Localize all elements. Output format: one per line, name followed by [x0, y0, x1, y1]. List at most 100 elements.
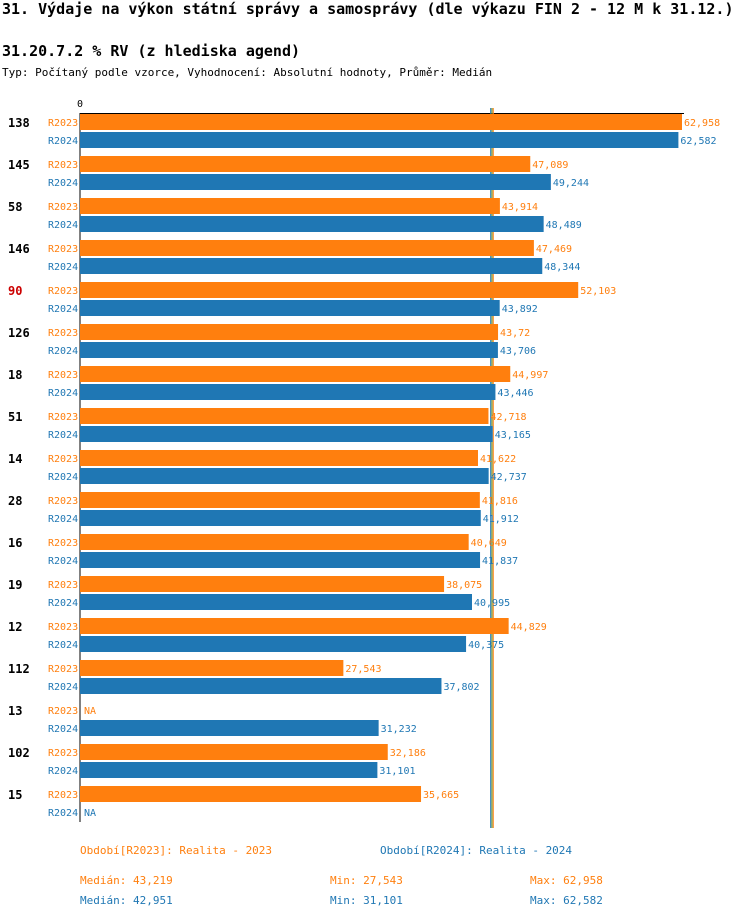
- bar-r2023: [80, 744, 388, 760]
- series-label-r2023: R2023: [48, 622, 78, 633]
- bar-r2024: [80, 594, 472, 610]
- data-label-r2023: 38,075: [446, 580, 482, 591]
- data-label-r2023: 35,665: [423, 790, 459, 801]
- series-label-r2024: R2024: [48, 304, 78, 315]
- bar-r2023: [80, 198, 500, 214]
- bar-r2024: [80, 510, 481, 526]
- x-axis-zero-label: 0: [77, 99, 83, 110]
- series-label-r2024: R2024: [48, 682, 78, 693]
- series-label-r2024: R2024: [48, 136, 78, 147]
- data-label-r2023: 62,958: [684, 118, 720, 129]
- series-label-r2023: R2023: [48, 706, 78, 717]
- bar-r2024: [80, 216, 544, 232]
- category-label: 102: [8, 746, 30, 760]
- category-label: 90: [8, 284, 22, 298]
- bar-r2023: [80, 534, 469, 550]
- category-label: 28: [8, 494, 22, 508]
- stat-median-r2023: Medián: 43,219: [80, 874, 173, 887]
- data-label-r2024: NA: [84, 808, 96, 819]
- data-label-r2023: 43,72: [500, 328, 530, 339]
- category-label: 14: [8, 452, 22, 466]
- data-label-r2024: 43,892: [502, 304, 538, 315]
- category-label: 138: [8, 116, 30, 130]
- category-label: 13: [8, 704, 22, 718]
- bar-r2023: [80, 240, 534, 256]
- series-label-r2024: R2024: [48, 346, 78, 357]
- bar-r2024: [80, 300, 500, 316]
- category-label: 12: [8, 620, 22, 634]
- bar-r2023: [80, 618, 509, 634]
- data-label-r2024: 49,244: [553, 178, 589, 189]
- series-label-r2023: R2023: [48, 244, 78, 255]
- series-label-r2023: R2023: [48, 412, 78, 423]
- bar-r2024: [80, 426, 493, 442]
- series-label-r2023: R2023: [48, 202, 78, 213]
- bar-r2023: [80, 576, 445, 592]
- series-label-r2023: R2023: [48, 160, 78, 171]
- series-label-r2024: R2024: [48, 220, 78, 231]
- series-label-r2023: R2023: [48, 286, 78, 297]
- series-label-r2024: R2024: [48, 178, 78, 189]
- bar-r2024: [80, 720, 379, 736]
- data-label-r2023: 40,649: [471, 538, 507, 549]
- bar-r2023: [80, 492, 480, 508]
- series-label-r2023: R2023: [48, 790, 78, 801]
- data-label-r2023: 43,914: [502, 202, 538, 213]
- category-label: 15: [8, 788, 22, 802]
- data-label-r2024: 48,489: [546, 220, 582, 231]
- chart-title: 31. Výdaje na výkon státní správy a samo…: [2, 0, 734, 18]
- data-label-r2023: NA: [84, 706, 96, 717]
- bar-r2023: [80, 408, 489, 424]
- series-label-r2024: R2024: [48, 430, 78, 441]
- series-label-r2024: R2024: [48, 514, 78, 525]
- bar-r2023: [80, 786, 422, 802]
- bar-r2024: [80, 342, 498, 358]
- data-label-r2023: 44,997: [512, 370, 548, 381]
- data-label-r2023: 47,469: [536, 244, 572, 255]
- legend-r2023: Období[R2023]: Realita - 2023: [80, 844, 273, 857]
- series-label-r2024: R2024: [48, 556, 78, 567]
- series-label-r2023: R2023: [48, 748, 78, 759]
- data-label-r2024: 31,232: [381, 724, 417, 735]
- series-label-r2023: R2023: [48, 328, 78, 339]
- data-label-r2024: 40,375: [468, 640, 504, 651]
- series-label-r2024: R2024: [48, 640, 78, 651]
- category-label: 51: [8, 410, 22, 424]
- bar-r2023: [80, 114, 682, 130]
- data-label-r2024: 41,837: [482, 556, 518, 567]
- data-label-r2024: 43,165: [495, 430, 531, 441]
- data-label-r2024: 62,582: [680, 136, 716, 147]
- legend-r2024: Období[R2024]: Realita - 2024: [380, 844, 573, 857]
- bar-r2024: [80, 258, 543, 274]
- series-label-r2023: R2023: [48, 118, 78, 129]
- data-label-r2024: 43,446: [497, 388, 533, 399]
- bar-r2023: [80, 450, 478, 466]
- data-label-r2023: 32,186: [390, 748, 426, 759]
- bar-r2024: [80, 678, 442, 694]
- stat-max-r2024: Max: 62,582: [530, 894, 603, 907]
- stat-median-r2024: Medián: 42,951: [80, 894, 173, 907]
- bar-r2023: [80, 366, 511, 382]
- category-label: 58: [8, 200, 22, 214]
- series-label-r2023: R2023: [48, 496, 78, 507]
- category-label: 112: [8, 662, 30, 676]
- category-label: 16: [8, 536, 22, 550]
- category-label: 19: [8, 578, 22, 592]
- data-label-r2023: 42,718: [490, 412, 526, 423]
- category-label: 146: [8, 242, 30, 256]
- data-label-r2023: 47,089: [532, 160, 568, 171]
- bar-chart: 0 138 R2023 62,958 R2024 62,582 145 R2023 47,089…: [8, 99, 720, 828]
- bar-r2024: [80, 468, 489, 484]
- category-label: 126: [8, 326, 30, 340]
- chart-subtitle: 31.20.7.2 % RV (z hlediska agend): [2, 42, 301, 60]
- bar-r2024: [80, 132, 679, 148]
- data-label-r2023: 41,622: [480, 454, 516, 465]
- data-label-r2024: 43,706: [500, 346, 536, 357]
- data-label-r2023: 52,103: [580, 286, 616, 297]
- category-label: 18: [8, 368, 22, 382]
- series-label-r2023: R2023: [48, 664, 78, 675]
- series-label-r2023: R2023: [48, 454, 78, 465]
- bar-r2023: [80, 282, 579, 298]
- bar-r2024: [80, 384, 496, 400]
- series-label-r2024: R2024: [48, 262, 78, 273]
